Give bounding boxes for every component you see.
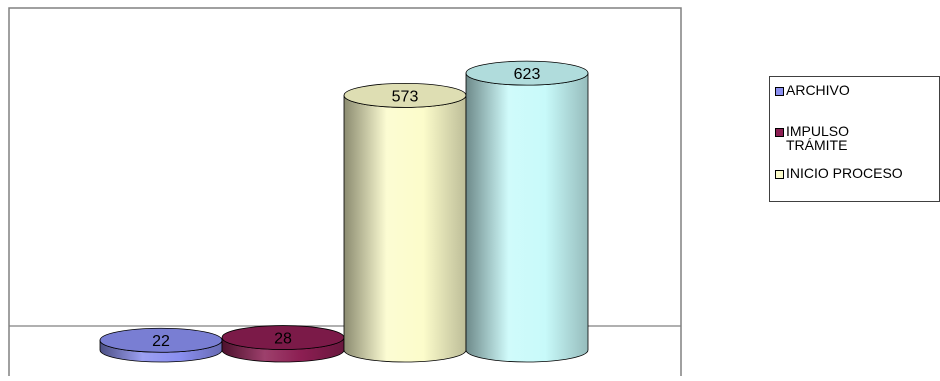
legend-item-archivo: ARCHIVO: [775, 83, 850, 97]
legend-label-archivo: ARCHIVO: [786, 82, 850, 98]
data-label-series-4: 623: [514, 66, 541, 83]
data-label-archivo: 22: [152, 333, 170, 350]
bar-archivo: [99, 327, 223, 363]
data-label-inicio-proceso: 573: [392, 88, 419, 105]
bar-impulso-tramite: [221, 325, 345, 363]
bar-body-series-4: [465, 73, 589, 363]
legend-item-impulso-tramite: IMPULSO TRÁMITE: [775, 124, 849, 152]
bar-body-inicio-proceso: [343, 95, 467, 363]
legend-label-inicio-proceso: INICIO PROCESO: [786, 165, 903, 181]
bar-series-4: [465, 60, 589, 363]
legend-label-impulso-tramite: IMPULSO TRÁMITE: [786, 123, 850, 153]
bar-top-series-4: [465, 60, 589, 86]
legend-swatch-impulso-tramite: [775, 128, 784, 137]
legend-swatch-archivo: [775, 87, 784, 96]
bar-inicio-proceso: [343, 82, 467, 363]
data-label-impulso-tramite: 28: [274, 331, 292, 348]
legend: ARCHIVO IMPULSO TRÁMITE INICIO PROCESO: [769, 76, 940, 202]
legend-item-inicio-proceso: INICIO PROCESO: [775, 166, 903, 180]
legend-swatch-inicio-proceso: [775, 170, 784, 179]
